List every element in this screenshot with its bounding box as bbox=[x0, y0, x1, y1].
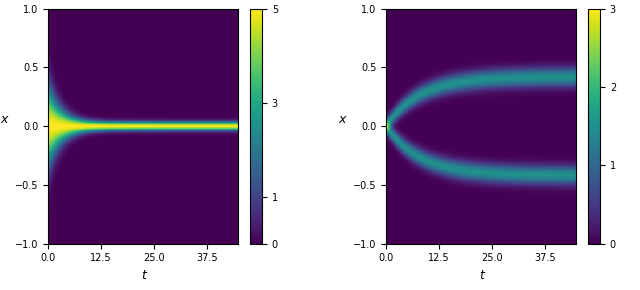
Y-axis label: x: x bbox=[0, 113, 7, 126]
X-axis label: t: t bbox=[141, 269, 146, 282]
Y-axis label: x: x bbox=[338, 113, 346, 126]
X-axis label: t: t bbox=[479, 269, 484, 282]
